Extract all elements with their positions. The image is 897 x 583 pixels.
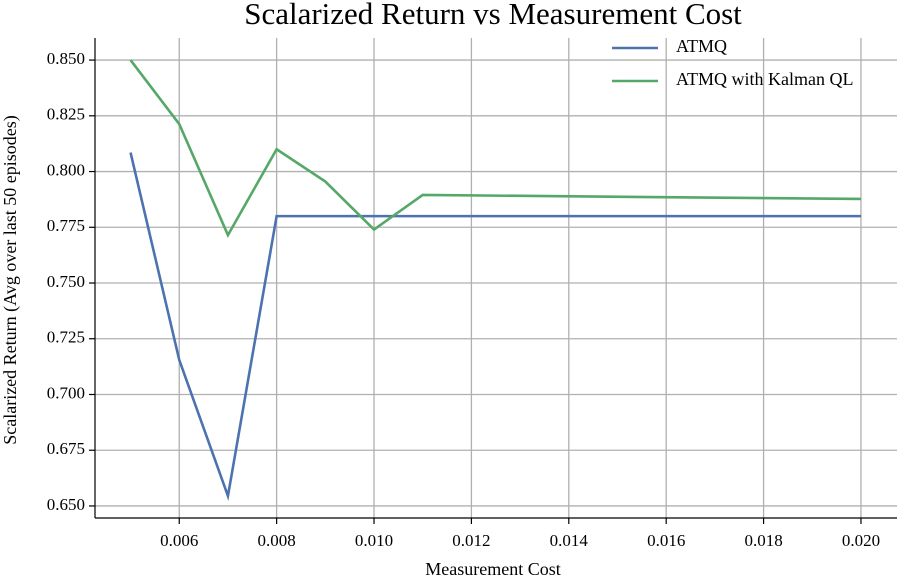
x-tick-label: 0.020 bbox=[842, 531, 880, 550]
x-tick-label: 0.018 bbox=[744, 531, 782, 550]
line-series bbox=[129, 59, 861, 238]
line-series bbox=[129, 152, 861, 502]
y-tick-label: 0.750 bbox=[47, 272, 85, 291]
y-tick-label: 0.700 bbox=[47, 383, 85, 402]
x-tick-label: 0.006 bbox=[160, 531, 198, 550]
y-tick-label: 0.825 bbox=[47, 105, 85, 124]
y-tick-label: 0.800 bbox=[47, 160, 85, 179]
x-tick-label: 0.016 bbox=[647, 531, 685, 550]
x-tick-label: 0.012 bbox=[452, 531, 490, 550]
y-tick-label: 0.675 bbox=[47, 439, 85, 458]
y-tick-label: 0.775 bbox=[47, 216, 85, 235]
legend-label: ATMQ bbox=[676, 36, 727, 56]
x-tick-label: 0.008 bbox=[258, 531, 296, 550]
legend-label: ATMQ with Kalman QL bbox=[676, 69, 853, 89]
x-tick-label: 0.010 bbox=[355, 531, 393, 550]
chart-title: Scalarized Return vs Measurement Cost bbox=[244, 0, 742, 31]
y-tick-label: 0.650 bbox=[47, 495, 85, 514]
y-axis-label: Scalarized Return (Avg over last 50 epis… bbox=[0, 115, 21, 445]
y-tick-label: 0.725 bbox=[47, 328, 85, 347]
x-tick-label: 0.014 bbox=[550, 531, 589, 550]
y-tick-label: 0.850 bbox=[47, 49, 85, 68]
x-axis-label: Measurement Cost bbox=[425, 559, 560, 579]
